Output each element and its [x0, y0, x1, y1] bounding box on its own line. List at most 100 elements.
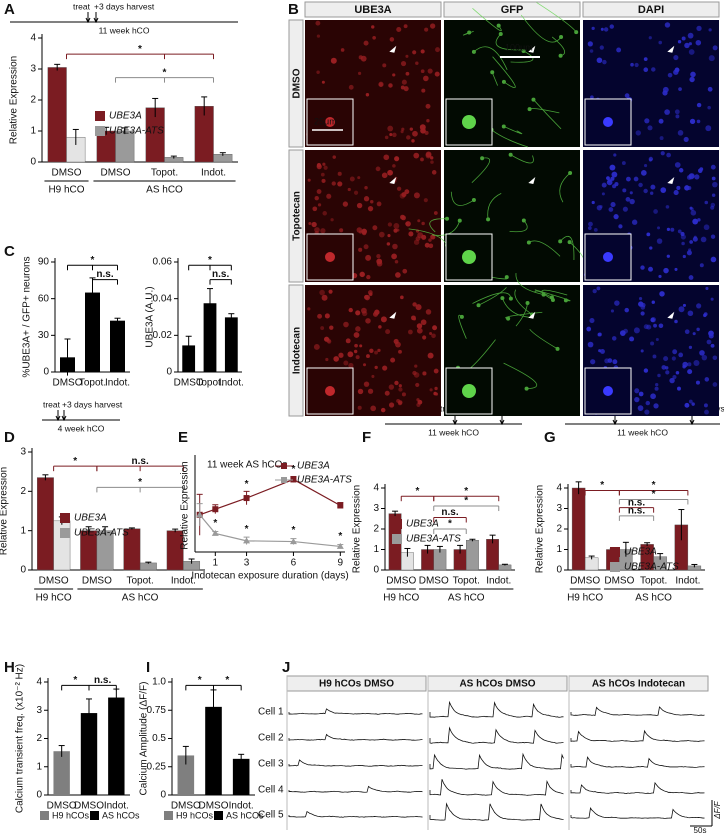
group-label: AS hCO [146, 185, 183, 196]
nucleus [704, 409, 709, 415]
nucleus [703, 224, 710, 231]
neurite [450, 191, 475, 206]
bar [584, 557, 599, 571]
nucleus [599, 45, 604, 50]
nucleus [429, 332, 433, 336]
nucleus [320, 228, 326, 234]
header: AS hCOs Indotecan [592, 679, 685, 690]
legend-marker [281, 477, 287, 483]
nucleus [342, 201, 349, 207]
nucleus [650, 191, 654, 195]
row-label: Topotecan [292, 191, 303, 241]
y-tick-label: 3 [36, 705, 42, 716]
nucleus [400, 130, 404, 134]
nucleus [650, 317, 656, 323]
bar [47, 67, 67, 163]
group-label: H9 hCO [567, 593, 603, 604]
nucleus [658, 40, 663, 45]
nucleus [355, 355, 360, 360]
timeline-arrowhead [55, 415, 61, 422]
y-tick-label: 60 [38, 293, 50, 304]
neurite [471, 157, 491, 183]
bar [203, 303, 217, 372]
nucleus [653, 323, 657, 328]
nucleus [640, 349, 644, 353]
marker [337, 502, 344, 509]
nucleus [396, 26, 402, 33]
row-label-box [288, 284, 304, 417]
nucleus [646, 232, 651, 237]
nucleus [611, 336, 617, 341]
legend-label: H9 hCOs [52, 810, 90, 820]
nucleus [359, 271, 365, 278]
cell-body [558, 239, 563, 244]
nucleus [403, 24, 408, 29]
marker [290, 476, 297, 483]
nucleus [396, 186, 402, 191]
nucleus [643, 67, 649, 73]
nucleus [415, 236, 421, 241]
cell-body [500, 296, 505, 301]
nucleus [690, 71, 696, 78]
nucleus [328, 289, 333, 294]
nucleus [597, 332, 602, 337]
nucleus [710, 297, 714, 301]
legend-swatch [60, 528, 70, 538]
cell-body [496, 23, 501, 28]
nucleus [631, 219, 638, 225]
calcium-trace [429, 700, 564, 718]
nucleus [663, 356, 669, 362]
legend-marker [281, 463, 287, 469]
x-tick-label: Topot. [640, 576, 667, 587]
nucleus [363, 244, 369, 250]
cell-body [504, 275, 509, 280]
cell-body [501, 124, 506, 129]
nucleus [431, 333, 436, 339]
nucleus [699, 350, 705, 356]
nucleus [365, 254, 372, 261]
nucleus [366, 354, 370, 359]
nucleus [674, 109, 680, 115]
nucleus [690, 210, 697, 216]
nucleus [696, 102, 702, 108]
image-texture [584, 286, 718, 415]
nucleus [694, 174, 700, 180]
nucleus [596, 286, 601, 291]
legend-swatch [164, 811, 173, 820]
x-tick-label: Topot. [127, 576, 154, 587]
nucleus [405, 71, 410, 76]
legend-label: AS hCOs [226, 810, 264, 820]
annotation: n.s. [132, 456, 149, 467]
inset-cell [462, 115, 476, 129]
nucleus [349, 176, 355, 182]
neurite [528, 240, 561, 257]
nucleus [319, 289, 325, 296]
y-tick-label: 1 [30, 126, 36, 137]
nucleus [358, 247, 363, 252]
nucleus [590, 95, 594, 100]
nucleus [688, 42, 692, 46]
cell-label: Cell 1 [258, 707, 284, 718]
panel-letter: H [4, 659, 15, 676]
nucleus [588, 221, 593, 227]
nucleus [323, 165, 328, 170]
annotation: * [225, 675, 229, 686]
nucleus [669, 377, 675, 384]
nucleus [422, 371, 427, 376]
arrowhead [389, 177, 397, 184]
arrowhead [389, 311, 397, 319]
nucleus [589, 49, 594, 53]
nucleus [424, 242, 430, 248]
legend-swatch [90, 811, 99, 820]
bar [571, 487, 586, 571]
nucleus [680, 234, 686, 240]
nucleus [317, 313, 323, 319]
nucleus [415, 382, 420, 388]
legend-label: UBE3A [74, 513, 107, 524]
neurite [472, 8, 502, 32]
nucleus [675, 114, 680, 119]
cell-body [508, 152, 513, 157]
nucleus [409, 127, 413, 131]
bar [232, 758, 250, 795]
nucleus [643, 57, 648, 62]
